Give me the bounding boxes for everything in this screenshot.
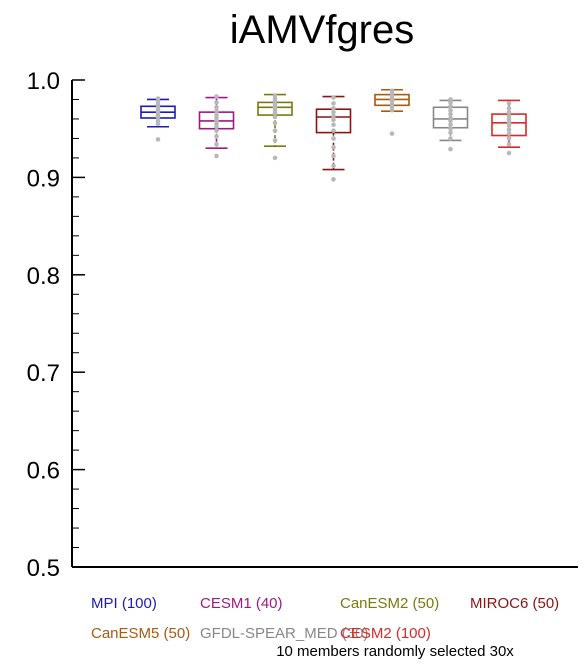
sample-point: [214, 94, 219, 99]
sample-point: [506, 105, 512, 111]
sample-point: [155, 137, 161, 142]
sample-point: [448, 103, 453, 109]
sample-point: [272, 114, 278, 120]
sample-point: [506, 127, 512, 132]
sample-point: [214, 100, 219, 105]
sample-point: [448, 111, 453, 117]
sample-point: [331, 136, 336, 141]
sample-point: [331, 117, 336, 123]
sample-point: [448, 130, 453, 135]
legend-entry: CESM1 (40): [200, 595, 283, 612]
y-axis: 0.5 0.6 0.7 0.8 0.9 1.0: [27, 68, 578, 582]
sample-point: [272, 138, 278, 143]
legend-entry: CanESM2 (50): [340, 595, 439, 612]
sample-point: [331, 105, 336, 111]
sample-point: [506, 109, 512, 115]
box-mpi: [140, 96, 176, 142]
sample-point: [448, 136, 453, 141]
sample-point: [214, 153, 219, 159]
sample-point: [331, 144, 336, 150]
sample-point: [272, 120, 278, 126]
y-tick-label: 0.9: [27, 165, 60, 192]
sample-point: [214, 141, 219, 147]
y-tick-label: 1.0: [27, 68, 60, 95]
sample-point: [155, 118, 161, 124]
sample-point: [389, 88, 395, 94]
box-cesm2: [491, 99, 527, 156]
box-gfdl-spear_med: [432, 97, 469, 152]
sample-point: [214, 108, 219, 114]
box-canesm5: [374, 88, 410, 136]
sample-point: [331, 163, 336, 169]
sample-point: [506, 150, 512, 156]
box-miroc6: [315, 95, 352, 182]
sample-point: [214, 104, 219, 110]
legend-entry: MIROC6 (50): [470, 595, 559, 612]
sample-point: [506, 136, 512, 141]
sample-point: [331, 153, 336, 159]
sample-point: [331, 101, 336, 106]
sample-point: [272, 128, 278, 133]
sample-point: [448, 107, 453, 113]
legend-entry: CanESM5 (50): [91, 625, 190, 642]
sample-point: [448, 146, 453, 152]
y-tick-label: 0.7: [27, 360, 60, 387]
sample-point: [448, 115, 453, 121]
sampling-note: 10 members randomly selected 30x: [276, 643, 514, 660]
sample-point: [506, 101, 512, 106]
sample-point: [272, 93, 278, 98]
sample-point: [214, 112, 219, 118]
box-cesm1: [198, 94, 235, 159]
sample-point: [506, 113, 512, 119]
sample-point: [448, 122, 453, 128]
legend-entry: MPI (100): [91, 595, 157, 612]
sample-point: [448, 97, 453, 102]
sample-point: [331, 128, 336, 133]
sample-point: [214, 134, 219, 139]
legend-entry: GFDL-SPEAR_MED (30): [200, 625, 368, 642]
sample-point: [389, 131, 395, 136]
chart-title: iAMVfgres: [230, 8, 415, 52]
sample-point: [506, 123, 512, 129]
sample-point: [506, 131, 512, 136]
sample-point: [272, 155, 278, 161]
sample-point: [331, 122, 336, 128]
box-canesm2: [257, 93, 293, 161]
y-tick-label: 0.6: [27, 458, 60, 485]
legend-entry: CESM2 (100): [340, 625, 431, 642]
y-tick-label: 0.5: [27, 555, 60, 582]
sample-point: [331, 177, 336, 182]
sample-point: [331, 109, 336, 115]
sample-point: [506, 141, 512, 147]
sample-point: [331, 113, 336, 119]
sample-point: [214, 128, 219, 133]
y-tick-label: 0.8: [27, 263, 60, 290]
sample-point: [155, 96, 161, 101]
legend: MPI (100) CESM1 (40) CanESM2 (50) MIROC6 (5…: [91, 595, 559, 642]
sample-point: [448, 126, 453, 131]
box-series-group: [140, 88, 527, 182]
sample-point: [331, 95, 336, 100]
